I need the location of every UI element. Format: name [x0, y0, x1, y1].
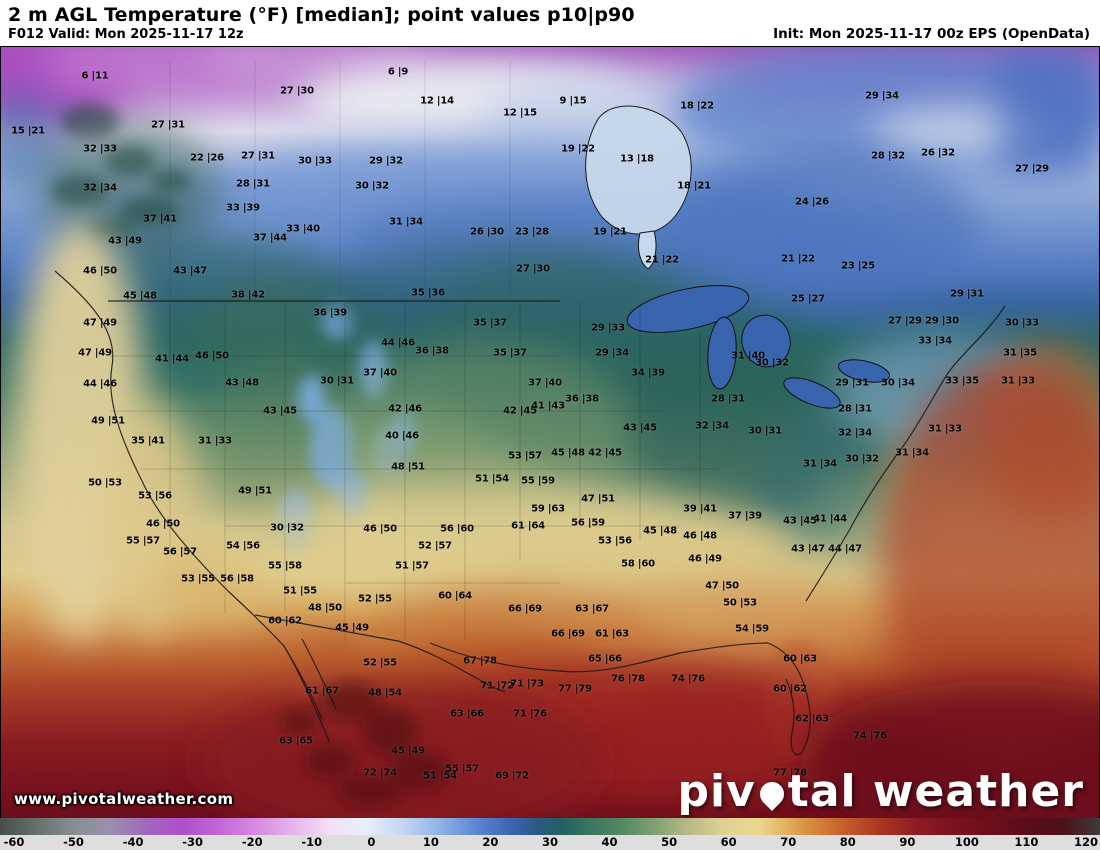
colorbar-tick: -10 — [301, 835, 323, 849]
colorbar-tick: -60 — [3, 835, 25, 849]
temperature-field-svg — [0, 47, 1100, 818]
colorbar-tick: 0 — [367, 835, 376, 849]
terrain-grain — [0, 47, 1100, 818]
brand-logo: piv tal weather — [678, 766, 1084, 818]
colorbar-tick: 90 — [899, 835, 916, 849]
colorbar-tick: 10 — [422, 835, 439, 849]
colorbar-tick: 20 — [482, 835, 499, 849]
province-lines — [169, 61, 511, 299]
valid-time: F012 Valid: Mon 2025-11-17 12z — [8, 27, 244, 42]
colorbar-tick: 80 — [839, 835, 856, 849]
colorbar-tick: 70 — [780, 835, 797, 849]
colorbar-tick: 60 — [720, 835, 737, 849]
map-canvas[interactable]: 6 |11 27 |30 6 |9 12 |14 9 |15 18 |22 29 |34 15… — [0, 46, 1100, 818]
brand-text-right: tal weather — [787, 766, 1084, 817]
colorbar-gradient — [0, 818, 1100, 835]
colorbar-tick: 50 — [661, 835, 678, 849]
init-time: Init: Mon 2025-11-17 00z EPS (OpenData) — [773, 26, 1090, 42]
map-header: 2 m AGL Temperature (°F) [median]; point… — [0, 0, 1100, 46]
colorbar-tick: 120 — [1073, 835, 1099, 849]
coastlines-borders — [54, 270, 1006, 756]
colorbar-tick: -50 — [63, 835, 84, 849]
title-block: 2 m AGL Temperature (°F) [median]; point… — [8, 4, 635, 43]
colorbar-tick: -20 — [241, 835, 263, 849]
watermark-url: www.pivotalweather.com — [14, 790, 234, 808]
droplet-icon — [754, 777, 789, 811]
brand-text-left: piv — [677, 766, 756, 817]
colorbar-tick: 110 — [1014, 835, 1039, 849]
map-title: 2 m AGL Temperature (°F) [median]; point… — [8, 4, 635, 26]
colorbar: -60 -50 -40 -30 -20 -10 0 10 20 30 40 50 60 70 80 90 100… — [0, 818, 1100, 850]
colorbar-tick: 30 — [541, 835, 559, 849]
colorbar-tick: 100 — [954, 835, 979, 849]
colorbar-labels: -60 -50 -40 -30 -20 -10 0 10 20 30 40 50 60 70 80 90 100… — [0, 835, 1100, 850]
colorbar-tick: -40 — [122, 835, 144, 849]
colorbar-tick: -30 — [182, 835, 204, 849]
state-lines — [110, 303, 720, 641]
colorbar-tick: 40 — [601, 835, 618, 849]
